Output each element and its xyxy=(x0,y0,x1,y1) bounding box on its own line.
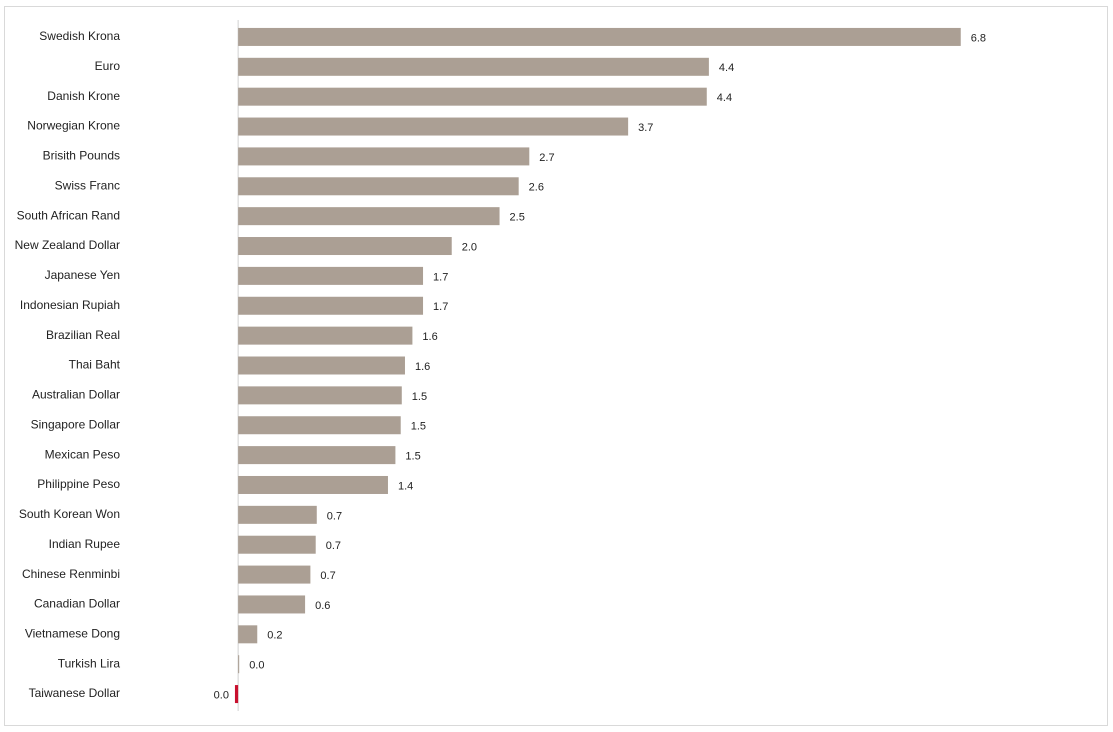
value-label: 0.7 xyxy=(320,570,335,582)
category-label: Australian Dollar xyxy=(32,388,120,402)
value-label: 0.0 xyxy=(214,689,229,701)
category-label: Turkish Lira xyxy=(58,656,121,670)
value-label: 2.5 xyxy=(510,212,525,224)
value-label: 2.7 xyxy=(539,152,554,164)
category-label: Mexican Peso xyxy=(45,447,121,461)
category-label: Japanese Yen xyxy=(45,268,120,282)
value-label: 1.5 xyxy=(411,421,426,433)
bar xyxy=(238,625,258,644)
bar xyxy=(238,296,424,315)
bar xyxy=(238,207,500,226)
category-label: Danish Krone xyxy=(47,89,120,103)
category-label: Euro xyxy=(95,59,121,73)
bar xyxy=(238,595,306,614)
bar xyxy=(238,416,401,435)
value-label: 1.7 xyxy=(433,301,448,313)
bar xyxy=(238,117,629,136)
category-label: Singapore Dollar xyxy=(31,417,120,431)
bar xyxy=(238,87,707,106)
category-label: Philippine Peso xyxy=(37,477,120,491)
bar xyxy=(238,27,961,46)
chart-border xyxy=(4,6,1108,726)
bar xyxy=(238,147,530,166)
value-label: 1.5 xyxy=(405,451,420,463)
value-label: 0.0 xyxy=(249,660,264,672)
category-label: Norwegian Krone xyxy=(27,119,120,133)
category-label: Canadian Dollar xyxy=(34,597,120,611)
bar xyxy=(238,266,424,285)
value-label: 0.7 xyxy=(326,540,341,552)
value-label: 0.7 xyxy=(327,510,342,522)
category-label: Swiss Franc xyxy=(55,178,120,192)
bar xyxy=(238,565,311,584)
category-label: Swedish Krona xyxy=(39,29,120,43)
category-label: South Korean Won xyxy=(19,507,120,521)
value-label: 1.4 xyxy=(398,480,413,492)
bar xyxy=(238,326,413,345)
value-label: 4.4 xyxy=(717,92,732,104)
bar xyxy=(238,237,452,256)
value-label: 2.6 xyxy=(529,182,544,194)
bar xyxy=(238,475,388,494)
bar xyxy=(238,57,709,76)
value-label: 1.5 xyxy=(412,391,427,403)
value-label: 1.7 xyxy=(433,271,448,283)
value-label: 1.6 xyxy=(422,331,437,343)
value-label: 4.4 xyxy=(719,62,734,74)
bar xyxy=(238,505,317,524)
bar xyxy=(238,177,519,196)
category-label: New Zealand Dollar xyxy=(15,238,120,252)
category-label: Thai Baht xyxy=(69,358,121,372)
bar xyxy=(238,535,316,554)
category-label: Indian Rupee xyxy=(49,537,121,551)
category-label: Chinese Renminbi xyxy=(22,567,120,581)
value-label: 0.6 xyxy=(315,600,330,612)
bar xyxy=(238,356,405,375)
bar xyxy=(238,655,240,674)
category-label: Indonesian Rupiah xyxy=(20,298,120,312)
value-label: 2.0 xyxy=(462,241,477,253)
category-label: Vietnamese Dong xyxy=(25,626,120,640)
bar xyxy=(234,685,239,704)
category-label: South African Rand xyxy=(17,208,120,222)
category-label: Brazilian Real xyxy=(46,328,120,342)
category-label: Taiwanese Dollar xyxy=(29,686,120,700)
category-label: Brisith Pounds xyxy=(43,149,120,163)
bar xyxy=(238,446,396,465)
value-label: 1.6 xyxy=(415,361,430,373)
bar xyxy=(238,386,402,405)
value-label: 3.7 xyxy=(638,122,653,134)
value-label: 0.2 xyxy=(267,630,282,642)
value-label: 6.8 xyxy=(971,32,986,44)
